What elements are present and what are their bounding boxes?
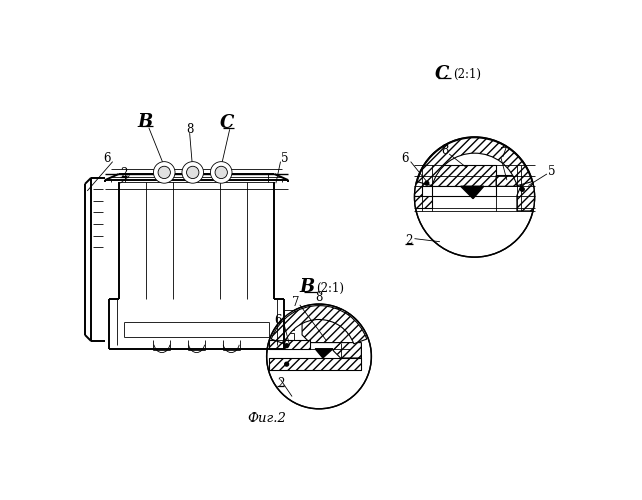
Circle shape bbox=[285, 362, 289, 366]
Bar bbox=[284, 310, 293, 318]
Circle shape bbox=[153, 162, 175, 183]
Polygon shape bbox=[315, 349, 333, 358]
Bar bbox=[432, 186, 496, 196]
Polygon shape bbox=[432, 164, 496, 186]
Circle shape bbox=[211, 162, 232, 183]
Circle shape bbox=[158, 166, 170, 178]
Circle shape bbox=[285, 344, 289, 347]
Polygon shape bbox=[415, 176, 432, 196]
Circle shape bbox=[415, 137, 535, 257]
Circle shape bbox=[266, 304, 371, 409]
Text: Фиг.2: Фиг.2 bbox=[247, 412, 286, 424]
Circle shape bbox=[425, 182, 429, 185]
Text: 7: 7 bbox=[292, 296, 300, 309]
Bar bbox=[284, 322, 293, 330]
Text: 2: 2 bbox=[121, 168, 128, 180]
Polygon shape bbox=[461, 186, 484, 198]
Text: 8: 8 bbox=[442, 144, 449, 158]
Text: 8: 8 bbox=[186, 123, 193, 136]
Text: 8: 8 bbox=[315, 290, 323, 304]
Text: 6: 6 bbox=[103, 152, 111, 165]
Polygon shape bbox=[333, 342, 361, 358]
Text: 6: 6 bbox=[401, 152, 409, 165]
Polygon shape bbox=[302, 308, 348, 342]
Wedge shape bbox=[272, 306, 367, 344]
Bar bbox=[284, 334, 293, 341]
Polygon shape bbox=[496, 176, 521, 186]
Text: 2: 2 bbox=[405, 234, 413, 248]
Circle shape bbox=[215, 166, 227, 178]
Text: (2:1): (2:1) bbox=[453, 68, 481, 81]
Circle shape bbox=[182, 162, 204, 183]
Polygon shape bbox=[269, 358, 361, 370]
Text: 2: 2 bbox=[277, 377, 284, 390]
Text: (2:1): (2:1) bbox=[316, 282, 344, 295]
Text: 5: 5 bbox=[281, 152, 288, 165]
Circle shape bbox=[187, 166, 199, 178]
Wedge shape bbox=[417, 138, 532, 186]
Polygon shape bbox=[269, 340, 310, 349]
Circle shape bbox=[521, 188, 525, 192]
Text: 6: 6 bbox=[274, 314, 282, 327]
Text: C: C bbox=[220, 114, 234, 132]
Text: B: B bbox=[137, 112, 153, 130]
Polygon shape bbox=[517, 176, 535, 211]
Text: B: B bbox=[300, 278, 315, 296]
Polygon shape bbox=[415, 196, 432, 208]
Text: 7: 7 bbox=[500, 148, 508, 160]
Text: C: C bbox=[435, 65, 449, 83]
Text: 5: 5 bbox=[548, 165, 555, 178]
